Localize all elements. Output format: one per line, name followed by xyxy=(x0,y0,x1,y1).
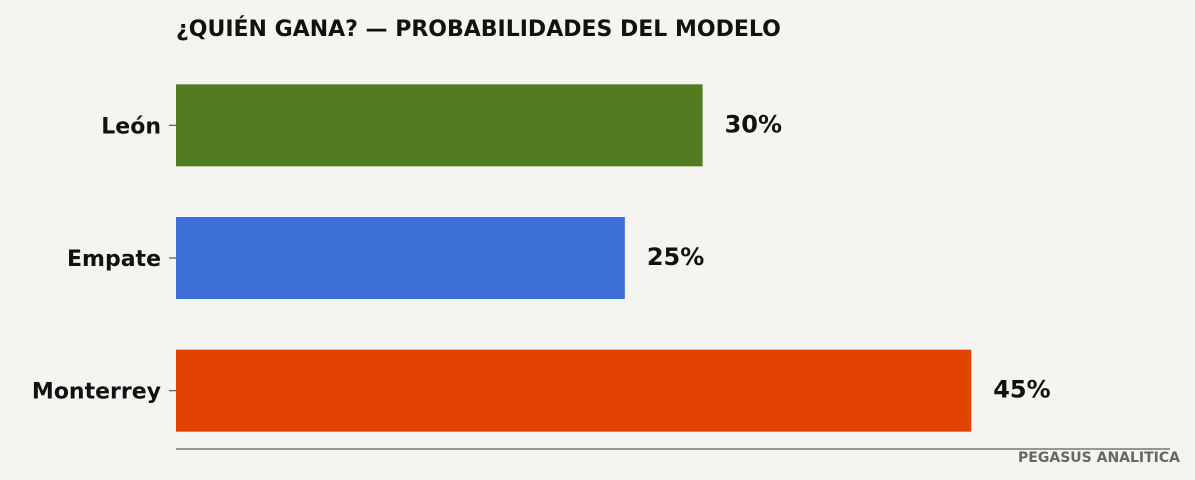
value-label: 25% xyxy=(647,243,704,271)
bar xyxy=(176,84,703,167)
value-label: 30% xyxy=(725,110,782,138)
bar xyxy=(176,217,625,299)
bar xyxy=(176,349,972,432)
source-note: PEGASUS ANALITICA xyxy=(1018,450,1180,466)
value-label: 45% xyxy=(993,376,1050,404)
y-tick-label: León xyxy=(101,114,161,139)
chart-title: ¿QUIÉN GANA? — PROBABILIDADES DEL MODELO xyxy=(176,16,781,42)
y-tick-label: Empate xyxy=(67,247,161,272)
y-tick-label: Monterrey xyxy=(32,380,161,405)
